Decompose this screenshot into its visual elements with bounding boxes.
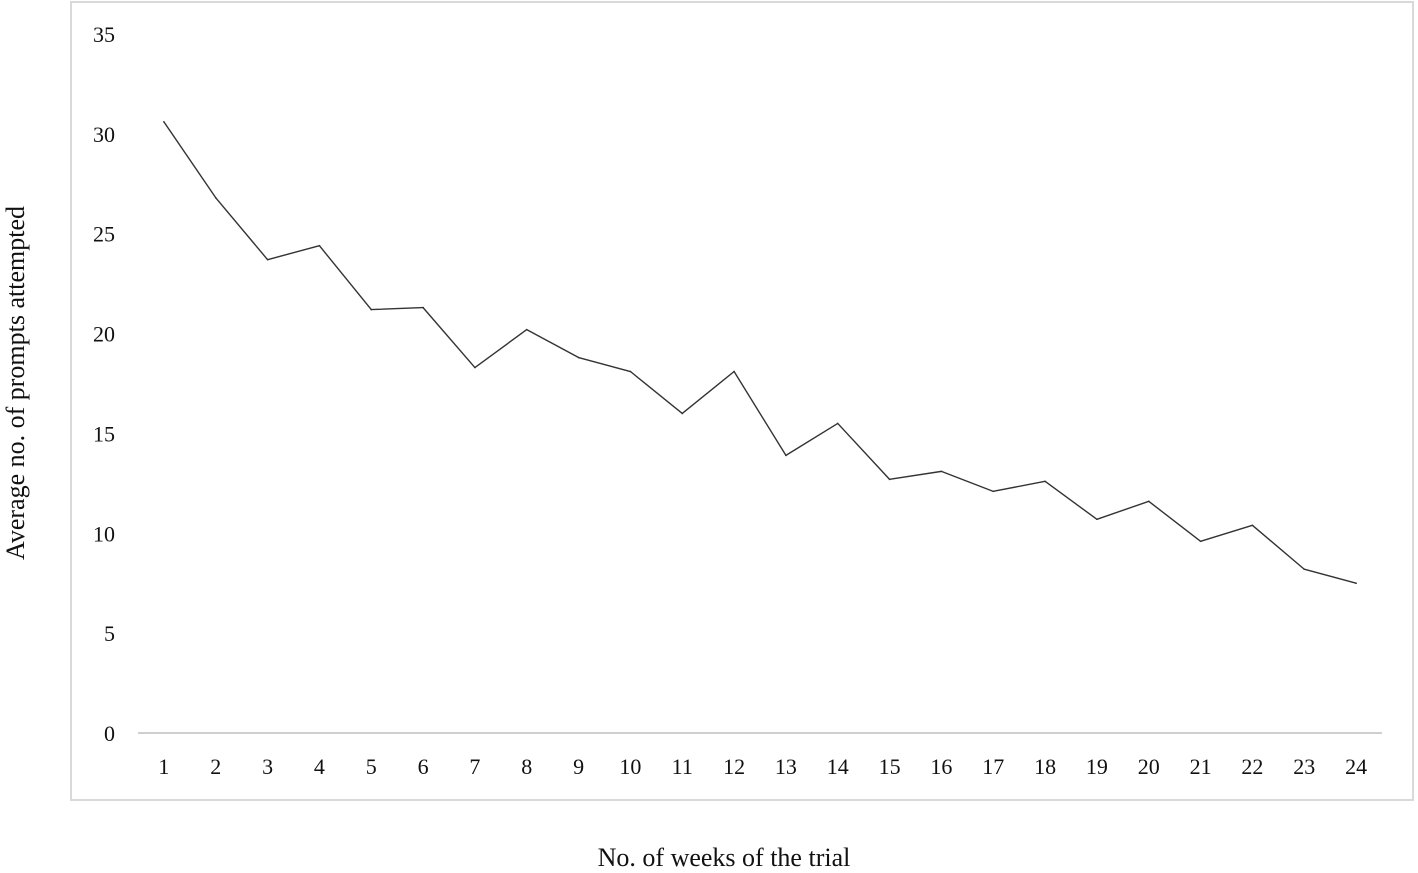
line-segment (888, 470, 943, 481)
line-segment (577, 356, 632, 373)
x-axis-title: No. of weeks of the trial (598, 843, 851, 872)
line-segment (940, 470, 994, 493)
x-tick-label: 6 (418, 754, 429, 779)
x-tick-label: 5 (366, 754, 377, 779)
y-tick-label: 10 (93, 521, 115, 546)
line-segment (629, 370, 683, 415)
x-tick-label: 8 (521, 754, 532, 779)
data-point (163, 121, 165, 123)
line-segment (837, 422, 891, 481)
x-tick-label: 21 (1190, 754, 1212, 779)
data-point (992, 490, 995, 493)
line-segment (785, 422, 839, 457)
y-tick-label: 20 (93, 322, 115, 347)
x-tick-label: 20 (1138, 754, 1160, 779)
x-axis-ticks: 1 2 3 4 5 6 7 8 9 10 11 12 13 14 15 16 17 18 19 20 21 22 23 24 (158, 754, 1367, 779)
data-point (266, 258, 269, 261)
data-point (785, 454, 787, 457)
x-tick-label: 15 (879, 754, 901, 779)
series-group (163, 121, 1357, 585)
x-tick-label: 9 (573, 754, 584, 779)
x-tick-label: 7 (469, 754, 480, 779)
x-tick-label: 24 (1345, 754, 1367, 779)
x-tick-label: 12 (723, 754, 745, 779)
data-point (1355, 582, 1357, 585)
x-tick-label: 10 (619, 754, 641, 779)
data-point (1251, 524, 1254, 527)
x-tick-label: 19 (1086, 754, 1108, 779)
data-point (629, 370, 632, 373)
data-point (422, 306, 424, 309)
data-point (1147, 500, 1150, 503)
data-point (940, 470, 943, 473)
data-point (318, 244, 321, 247)
line-segment (681, 370, 735, 415)
data-point (370, 308, 373, 311)
data-point (214, 196, 217, 199)
data-point (1199, 540, 1202, 543)
x-tick-label: 11 (672, 754, 693, 779)
x-tick-label: 17 (982, 754, 1004, 779)
line-segment (1148, 500, 1202, 542)
y-tick-label: 15 (93, 421, 115, 446)
line-segment (163, 121, 217, 199)
x-tick-label: 22 (1241, 754, 1263, 779)
line-segment (526, 328, 580, 359)
y-tick-label: 35 (93, 22, 115, 47)
data-point (733, 370, 735, 373)
data-point (888, 478, 891, 481)
data-point (1096, 518, 1098, 521)
line-segment (318, 244, 372, 311)
line-segment (474, 328, 528, 369)
x-tick-label: 23 (1293, 754, 1315, 779)
line-segment (370, 306, 424, 311)
data-point (474, 366, 476, 369)
series-line (163, 121, 1357, 585)
chart-frame (70, 1, 1414, 801)
y-tick-label: 25 (93, 222, 115, 247)
x-tick-label: 14 (827, 754, 849, 779)
data-point (525, 328, 528, 331)
line-segment (266, 244, 321, 261)
line-segment (215, 197, 269, 261)
line-segment (992, 480, 1046, 493)
y-axis-ticks: 0 5 10 15 20 25 30 35 (93, 22, 115, 746)
line-segment (1199, 524, 1254, 542)
y-tick-label: 0 (104, 721, 115, 746)
x-tick-label: 1 (158, 754, 169, 779)
x-tick-label: 18 (1034, 754, 1056, 779)
data-point (577, 356, 580, 359)
x-tick-label: 4 (314, 754, 325, 779)
data-point (1044, 480, 1046, 483)
x-tick-label: 16 (930, 754, 952, 779)
line-segment (1251, 524, 1305, 570)
y-tick-label: 5 (104, 621, 115, 646)
x-tick-label: 13 (775, 754, 797, 779)
y-tick-label: 30 (93, 122, 115, 147)
line-segment (733, 370, 787, 457)
data-point (1303, 568, 1306, 571)
data-point (681, 412, 684, 415)
line-segment (1303, 568, 1357, 584)
line-segment (1096, 500, 1150, 521)
x-tick-label: 3 (262, 754, 273, 779)
data-point (836, 422, 839, 425)
line-segment (422, 306, 476, 369)
x-tick-label: 2 (210, 754, 221, 779)
line-segment (1044, 480, 1098, 521)
y-axis-title: Average no. of prompts attempted (1, 206, 30, 560)
